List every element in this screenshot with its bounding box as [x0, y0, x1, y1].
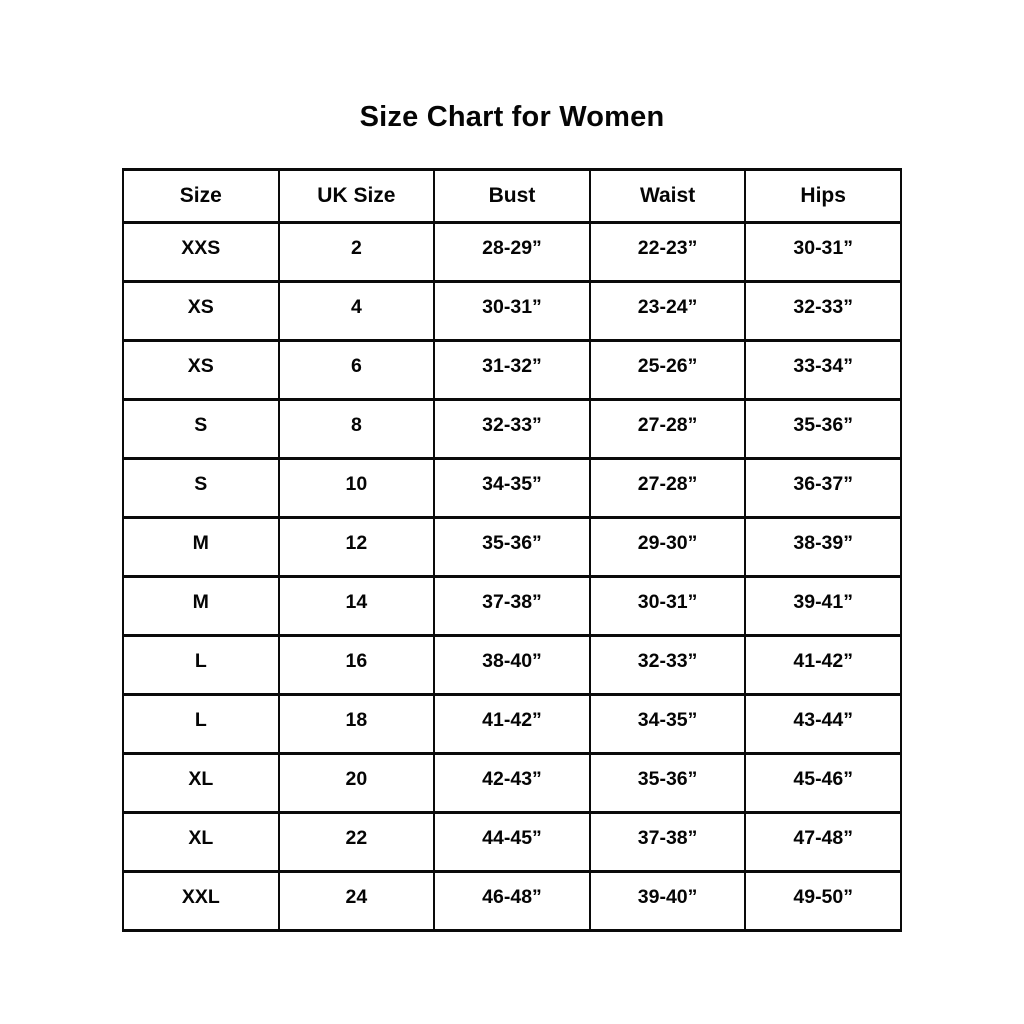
- table-header: Size UK Size Bust Waist Hips: [122, 168, 902, 224]
- table-cell: 34-35”: [433, 457, 591, 519]
- table-cell: 47-48”: [744, 811, 902, 873]
- table-cell: 22: [277, 811, 436, 873]
- table-cell: 12: [277, 516, 436, 578]
- table-cell: XXL: [122, 870, 280, 932]
- table-cell: 44-45”: [433, 811, 591, 873]
- table-cell: L: [122, 634, 280, 696]
- table-cell: XL: [122, 811, 280, 873]
- table-cell: 30-31”: [588, 575, 747, 637]
- table-cell: 49-50”: [744, 870, 902, 932]
- table-row: L 18 41-42” 34-35” 43-44”: [122, 693, 902, 755]
- table-cell: XS: [122, 339, 280, 401]
- table-cell: 29-30”: [588, 516, 747, 578]
- table-row: M 12 35-36” 29-30” 38-39”: [122, 516, 902, 578]
- table-cell: 37-38”: [433, 575, 591, 637]
- table-cell: 10: [277, 457, 436, 519]
- table-cell: 6: [277, 339, 436, 401]
- table-row: S 10 34-35” 27-28” 36-37”: [122, 457, 902, 519]
- table-cell: 27-28”: [588, 398, 747, 460]
- table-cell: 35-36”: [433, 516, 591, 578]
- table-cell: 4: [277, 280, 436, 342]
- table-cell: XXS: [122, 221, 280, 283]
- table-cell: 16: [277, 634, 436, 696]
- table-body: XXS 2 28-29” 22-23” 30-31” XS 4 30-31” 23-24” 32-…: [122, 221, 902, 932]
- table-header-row: Size UK Size Bust Waist Hips: [122, 168, 902, 224]
- table-cell: 39-41”: [744, 575, 902, 637]
- table-cell: 39-40”: [588, 870, 747, 932]
- table-cell: S: [122, 457, 280, 519]
- table-row: XS 6 31-32” 25-26” 33-34”: [122, 339, 902, 401]
- table-cell: M: [122, 575, 280, 637]
- table-cell: 20: [277, 752, 436, 814]
- column-header: Waist: [588, 168, 747, 224]
- table-cell: 45-46”: [744, 752, 902, 814]
- table-cell: 23-24”: [588, 280, 747, 342]
- table-cell: 30-31”: [433, 280, 591, 342]
- table-cell: 35-36”: [744, 398, 902, 460]
- table-cell: 46-48”: [433, 870, 591, 932]
- table-cell: 42-43”: [433, 752, 591, 814]
- table-row: XXS 2 28-29” 22-23” 30-31”: [122, 221, 902, 283]
- table-cell: 41-42”: [433, 693, 591, 755]
- page-title: Size Chart for Women: [359, 101, 665, 133]
- table-cell: 25-26”: [588, 339, 747, 401]
- table-cell: M: [122, 516, 280, 578]
- table-cell: 37-38”: [588, 811, 747, 873]
- table-cell: 35-36”: [588, 752, 747, 814]
- table-cell: 36-37”: [744, 457, 902, 519]
- table-cell: 30-31”: [744, 221, 902, 283]
- table-row: XL 22 44-45” 37-38” 47-48”: [122, 811, 902, 873]
- table-cell: 28-29”: [433, 221, 591, 283]
- table-cell: 32-33”: [744, 280, 902, 342]
- column-header: Bust: [433, 168, 591, 224]
- table-cell: 31-32”: [433, 339, 591, 401]
- table-cell: 38-40”: [433, 634, 591, 696]
- table-cell: 18: [277, 693, 436, 755]
- table-cell: 24: [277, 870, 436, 932]
- table-row: XS 4 30-31” 23-24” 32-33”: [122, 280, 902, 342]
- table-cell: 14: [277, 575, 436, 637]
- table-cell: 32-33”: [588, 634, 747, 696]
- column-header: UK Size: [277, 168, 436, 224]
- table-row: L 16 38-40” 32-33” 41-42”: [122, 634, 902, 696]
- table-cell: 33-34”: [744, 339, 902, 401]
- table-cell: 32-33”: [433, 398, 591, 460]
- table-row: XXL 24 46-48” 39-40” 49-50”: [122, 870, 902, 932]
- table-cell: 8: [277, 398, 436, 460]
- size-chart-table: Size UK Size Bust Waist Hips XXS 2 28-29” 22-23…: [122, 168, 902, 932]
- table-cell: 27-28”: [588, 457, 747, 519]
- table-cell: 22-23”: [588, 221, 747, 283]
- table-cell: XS: [122, 280, 280, 342]
- table-cell: L: [122, 693, 280, 755]
- column-header: Size: [122, 168, 280, 224]
- table-cell: XL: [122, 752, 280, 814]
- table-row: S 8 32-33” 27-28” 35-36”: [122, 398, 902, 460]
- table-cell: 2: [277, 221, 436, 283]
- table-row: XL 20 42-43” 35-36” 45-46”: [122, 752, 902, 814]
- table-cell: 34-35”: [588, 693, 747, 755]
- table-cell: S: [122, 398, 280, 460]
- table-cell: 43-44”: [744, 693, 902, 755]
- column-header: Hips: [744, 168, 902, 224]
- table-cell: 41-42”: [744, 634, 902, 696]
- table-cell: 38-39”: [744, 516, 902, 578]
- table-row: M 14 37-38” 30-31” 39-41”: [122, 575, 902, 637]
